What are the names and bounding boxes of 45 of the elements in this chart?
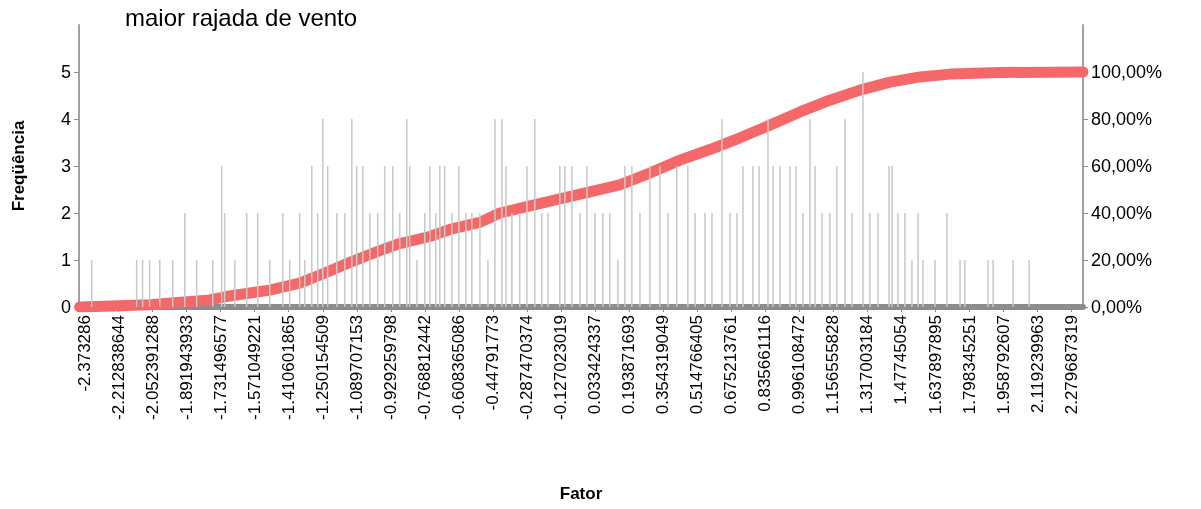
- x-tick-label: 0.835661116: [755, 315, 775, 412]
- x-tick-label: 0.514766405: [687, 315, 707, 415]
- x-tick-label: -1.410601865: [279, 315, 299, 420]
- y2-tick-label: 0,00%: [1091, 297, 1143, 317]
- y-tick-label: 5: [60, 62, 71, 82]
- x-tick-label: 0.675213761: [721, 315, 741, 415]
- x-tick-label: 1.958792607: [993, 315, 1013, 415]
- y2-tick-label: 80,00%: [1091, 109, 1153, 129]
- y-tick-label: 3: [60, 156, 71, 176]
- x-tick-label: -0.44791773: [483, 315, 503, 411]
- x-tick-label: 1.156555828: [823, 315, 843, 415]
- x-axis-title: Fator: [559, 484, 603, 503]
- x-tick-label: 1.637897895: [925, 315, 945, 415]
- chart-title: maior rajada de vento: [125, 3, 358, 31]
- x-tick-label: 0.354319049: [653, 315, 673, 415]
- y-tick-label: 2: [60, 203, 71, 223]
- x-tick-label: -1.891943933: [177, 315, 197, 420]
- x-tick-label: 1.798345251: [959, 315, 979, 415]
- x-tick-label: 1.317003184: [857, 315, 877, 415]
- x-tick-label: -2.052391288: [143, 315, 163, 420]
- x-tick-label: -0.608365086: [449, 315, 469, 420]
- y2-tick-label: 20,00%: [1091, 250, 1153, 270]
- y-tick-label: 1: [60, 250, 71, 270]
- y-tick-label: 0: [60, 297, 71, 317]
- y2-tick-label: 40,00%: [1091, 203, 1153, 223]
- x-tick-label: 2.279687319: [1061, 315, 1081, 415]
- x-tick-label: -0.929259798: [381, 315, 401, 420]
- x-tick-label: 0.996108472: [789, 315, 809, 415]
- x-tick-label: -2.212838644: [109, 315, 129, 420]
- x-tick-label: 2.119239963: [1027, 315, 1047, 414]
- x-tick-label: -1.571049221: [245, 315, 265, 420]
- x-tick-label: 0.193871693: [619, 315, 639, 415]
- x-tick-label: -0.127023019: [551, 315, 571, 420]
- y2-tick-label: 100,00%: [1091, 62, 1163, 82]
- x-tick-label: -0.768812442: [415, 315, 435, 420]
- y-axis-title: Freqüência: [9, 120, 28, 212]
- x-tick-label: -0.287470374: [517, 315, 537, 420]
- x-tick-label: -1.250154509: [313, 315, 333, 420]
- y2-tick-label: 60,00%: [1091, 156, 1153, 176]
- x-tick-label: -1.089707153: [347, 315, 367, 420]
- x-tick-label: -1.731496577: [211, 315, 231, 420]
- x-tick-label: 0.033424337: [585, 315, 605, 415]
- y-tick-label: 4: [60, 109, 71, 129]
- x-tick-label: -2.373286: [75, 315, 95, 392]
- x-tick-label: 1.47745054: [891, 315, 911, 405]
